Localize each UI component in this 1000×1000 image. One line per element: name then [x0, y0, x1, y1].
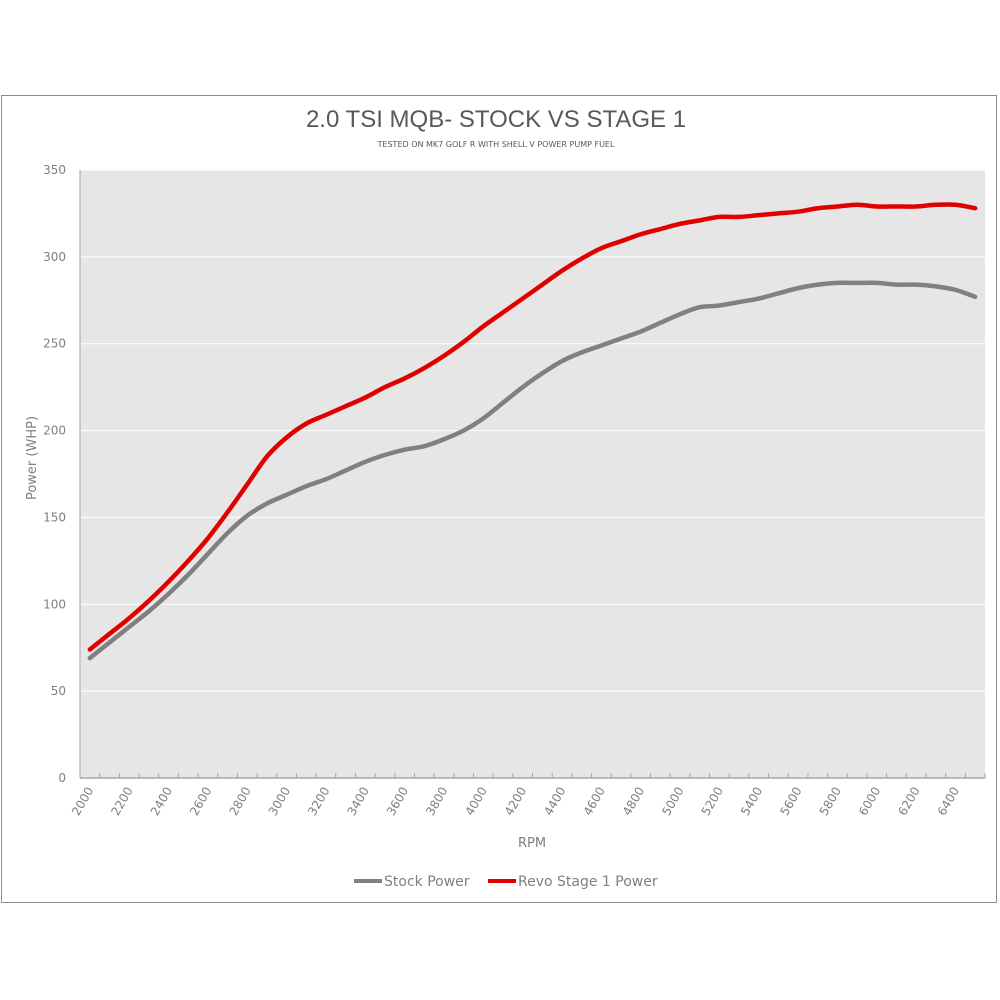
- x-tick-label: 3200: [305, 785, 332, 818]
- series-line-stage1-power: [87, 202, 978, 652]
- x-tick-label: 4200: [502, 785, 529, 818]
- y-tick-label: 100: [43, 597, 66, 611]
- x-tick-label: 6000: [856, 785, 883, 818]
- y-tick-label: 250: [43, 337, 66, 351]
- chart-subtitle: TESTED ON MK7 GOLF R WITH SHELL V POWER …: [377, 140, 615, 149]
- x-tick-label: 5800: [817, 785, 844, 818]
- x-tick-label: 4000: [463, 785, 490, 818]
- y-tick-label: 200: [43, 424, 66, 438]
- x-tick-label: 5400: [738, 785, 765, 818]
- x-axis-label: RPM: [518, 836, 546, 851]
- x-tick-label: 3600: [384, 785, 411, 818]
- x-tick-label: 6200: [895, 785, 922, 818]
- legend-label-stock: Stock Power: [384, 874, 470, 890]
- y-axis-label: Power (WHP): [25, 416, 40, 500]
- y-tick-label: 150: [43, 510, 66, 524]
- chart-title: 2.0 TSI MQB- STOCK VS STAGE 1: [305, 106, 687, 133]
- x-tick-label: 3400: [344, 785, 371, 818]
- x-tick-label: 3800: [423, 785, 450, 818]
- series-line-stock-power: [87, 280, 978, 661]
- x-tick-label: 2400: [148, 785, 175, 818]
- x-tick-label: 2000: [69, 785, 96, 818]
- x-tick-label: 3000: [266, 785, 293, 818]
- x-tick-label: 2200: [108, 785, 135, 818]
- x-tick-label: 4800: [620, 785, 647, 818]
- legend: Stock Power Revo Stage 1 Power: [354, 874, 658, 890]
- y-tick-label: 50: [51, 684, 66, 698]
- y-tick-label: 0: [58, 771, 66, 785]
- y-tick-label: 350: [43, 163, 66, 177]
- chart-frame: [1, 95, 997, 903]
- x-tick-label: 5600: [777, 785, 804, 818]
- x-tick-label: 2600: [187, 785, 214, 818]
- y-tick-label: 300: [43, 250, 66, 264]
- x-tick-label: 2800: [226, 785, 253, 818]
- legend-label-stage1: Revo Stage 1 Power: [518, 874, 658, 890]
- plot-area: [80, 170, 985, 778]
- x-tick-label: 4400: [541, 785, 568, 818]
- x-tick-label: 4600: [581, 785, 608, 818]
- x-tick-label: 6400: [935, 785, 962, 818]
- x-tick-label: 5200: [699, 785, 726, 818]
- x-tick-label: 5000: [659, 785, 686, 818]
